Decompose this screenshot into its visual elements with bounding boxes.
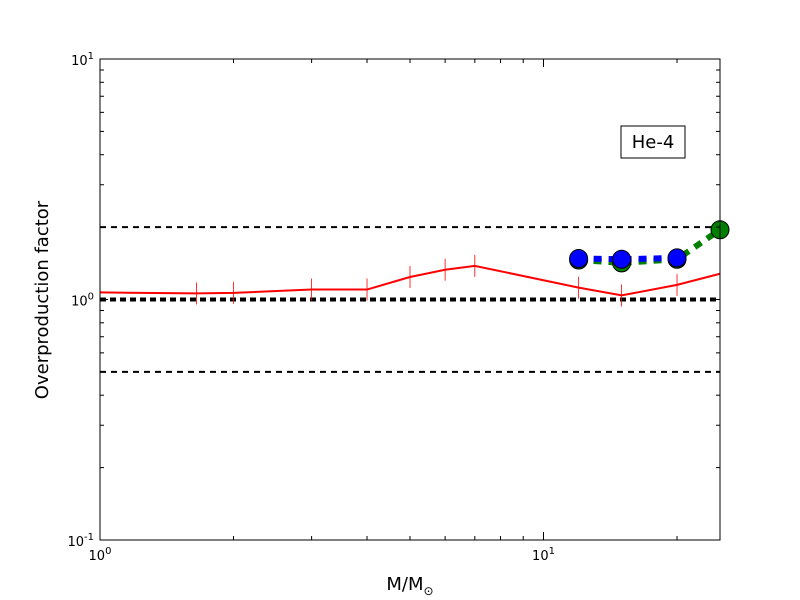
annotation-box: He-4	[620, 125, 686, 159]
x-tick-label-base-1: 10	[532, 549, 549, 564]
y-tick-label-exp-2: 1	[88, 51, 94, 62]
y-tick-label-base-1: 10	[71, 295, 88, 310]
series-1-point-1	[612, 249, 632, 269]
x-axis-title-sub: ⊙	[424, 584, 434, 598]
series-line-0	[99, 264, 721, 297]
y-tick-label-base-2: 10	[71, 54, 88, 69]
series-1-point-2	[667, 248, 687, 268]
x-tick-label-exp-0: 0	[105, 546, 111, 557]
x-tick-label-exp-1: 1	[549, 546, 555, 557]
annotation-label: He-4	[632, 132, 675, 153]
series-layer	[99, 220, 730, 307]
x-axis-title: M/M⊙	[386, 574, 433, 598]
y-tick-label-2: 101	[71, 51, 94, 69]
x-axis-title-main: M/M	[386, 574, 423, 595]
series-line-1	[578, 254, 678, 263]
x-tick-label-base-0: 10	[89, 549, 106, 564]
reference-lines	[100, 226, 720, 373]
y-tick-label-0: 10-1	[67, 532, 94, 550]
y-axis-title: Overproduction factor	[32, 200, 53, 399]
y-tick-label-exp-0: -1	[84, 532, 94, 543]
series-1-point-0	[569, 249, 589, 269]
x-tick-label-0: 100	[89, 546, 112, 564]
y-tick-label-base-0: 10	[67, 535, 84, 550]
y-tick-label-1: 100	[71, 292, 94, 310]
x-tick-label-1: 101	[532, 546, 555, 564]
y-tick-label-exp-1: 0	[88, 292, 94, 303]
